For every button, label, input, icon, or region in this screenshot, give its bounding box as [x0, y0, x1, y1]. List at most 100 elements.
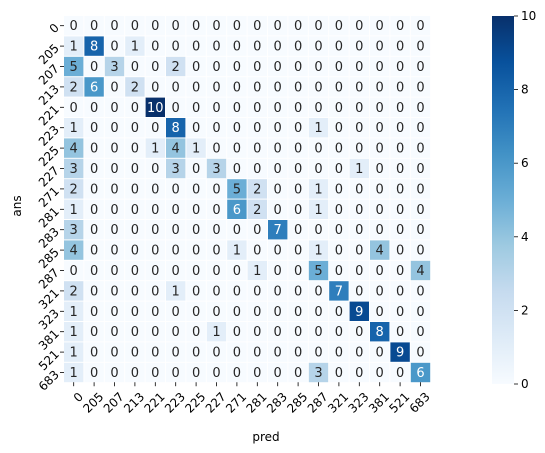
heatmap-cell: [308, 77, 329, 97]
heatmap-cell: [104, 260, 125, 281]
heatmap-cell-value: 0: [172, 264, 180, 279]
heatmap-cell: [308, 322, 329, 342]
heatmap-cell: [206, 281, 227, 301]
heatmap-cell-value: 0: [376, 305, 384, 320]
heatmap-cell-value: 0: [110, 142, 118, 157]
heatmap-cell-value: 0: [335, 80, 343, 95]
heatmap-cell: [329, 36, 349, 56]
heatmap-cell-value: 0: [90, 19, 98, 34]
heatmap-cell: [349, 199, 369, 219]
heatmap-cell-value: 0: [151, 305, 159, 320]
heatmap-cell-value: 3: [172, 162, 180, 177]
heatmap-cell: [227, 301, 247, 321]
heatmap-cell-value: 0: [294, 60, 302, 75]
heatmap-cell-value: 0: [212, 264, 220, 279]
heatmap-cell: [390, 342, 410, 362]
heatmap-cell-value: 0: [131, 162, 139, 177]
heatmap-cell-value: 0: [396, 142, 404, 157]
heatmap-cell-value: 1: [253, 264, 261, 279]
heatmap-cell-value: 0: [233, 60, 241, 75]
heatmap-cell: [186, 179, 206, 199]
heatmap-cell-value: 0: [110, 305, 118, 320]
heatmap-cell: [186, 260, 206, 281]
heatmap-cell-value: 0: [131, 325, 139, 340]
heatmap-cell: [410, 322, 431, 342]
heatmap-cell: [104, 77, 125, 97]
heatmap-cell: [370, 220, 390, 240]
heatmap-cell: [308, 220, 329, 240]
heatmap-cell-value: 0: [376, 121, 384, 136]
heatmap-cell-value: 0: [131, 142, 139, 157]
heatmap-cell-value: 8: [90, 40, 98, 55]
colorbar-tick-label: 0: [521, 377, 529, 391]
heatmap-cell-value: 0: [233, 40, 241, 55]
heatmap-cell: [84, 36, 104, 56]
heatmap-cell-value: 0: [355, 244, 363, 259]
heatmap-cell: [370, 199, 390, 219]
heatmap-cell-value: 0: [110, 203, 118, 218]
heatmap-cell-value: 0: [314, 142, 322, 157]
colorbar-tick-label: 10: [521, 9, 536, 23]
heatmap-cell: [247, 77, 267, 97]
heatmap-cell: [410, 260, 431, 281]
heatmap-cell: [308, 179, 329, 199]
heatmap-cell-value: 0: [151, 80, 159, 95]
heatmap-cell: [247, 56, 267, 77]
heatmap-cell: [268, 220, 288, 240]
heatmap-cell-value: 0: [110, 284, 118, 299]
heatmap-cell-value: 0: [151, 40, 159, 55]
heatmap-cell-value: 0: [355, 325, 363, 340]
heatmap-cell: [308, 56, 329, 77]
heatmap-cell: [145, 158, 165, 179]
heatmap-cell: [166, 220, 186, 240]
heatmap-cell: [186, 77, 206, 97]
heatmap-cell-value: 0: [172, 325, 180, 340]
heatmap-cell: [370, 97, 390, 117]
x-axis-ticks: 0205207213221223225227271281283285287321…: [71, 382, 433, 416]
heatmap-cell: [288, 179, 308, 199]
heatmap-cell: [227, 77, 247, 97]
heatmap-cell: [145, 16, 165, 36]
heatmap-cell-value: 0: [335, 40, 343, 55]
heatmap-cell-value: 0: [131, 264, 139, 279]
heatmap-cell: [247, 199, 267, 219]
heatmap-cell: [145, 220, 165, 240]
heatmap-cell: [206, 77, 227, 97]
heatmap-cell-value: 0: [294, 142, 302, 157]
heatmap-cell-value: 4: [416, 264, 424, 279]
heatmap-cell-value: 0: [416, 101, 424, 116]
heatmap-cell: [349, 16, 369, 36]
heatmap-cell: [390, 158, 410, 179]
heatmap-cell-value: 0: [192, 366, 200, 381]
heatmap-cell: [206, 36, 227, 56]
heatmap-cell: [268, 118, 288, 138]
heatmap-cell-value: 7: [274, 223, 282, 238]
heatmap-cell-value: 0: [396, 182, 404, 197]
heatmap-cell-value: 0: [192, 203, 200, 218]
heatmap-cell-value: 0: [253, 305, 261, 320]
heatmap-cell-value: 0: [314, 325, 322, 340]
heatmap-cell: [288, 158, 308, 179]
heatmap-cell: [64, 281, 84, 301]
heatmap-cell: [125, 260, 145, 281]
heatmap-cell-value: 0: [233, 366, 241, 381]
heatmap-cell-value: 1: [192, 142, 200, 157]
heatmap-cell-value: 0: [151, 162, 159, 177]
heatmap-cell: [186, 301, 206, 321]
heatmap-cell-value: 0: [355, 203, 363, 218]
heatmap-cell-value: 1: [314, 121, 322, 136]
heatmap-cell: [125, 281, 145, 301]
heatmap-cell-value: 0: [212, 142, 220, 157]
heatmap-cell: [410, 240, 431, 260]
heatmap-cell: [308, 138, 329, 158]
heatmap-cell-value: 0: [253, 325, 261, 340]
heatmap-cell-value: 0: [90, 366, 98, 381]
heatmap-cell: [145, 36, 165, 56]
heatmap-cell-value: 0: [335, 162, 343, 177]
heatmap-cell-value: 7: [335, 284, 343, 299]
heatmap-cell: [370, 36, 390, 56]
heatmap-cell-value: 0: [192, 305, 200, 320]
heatmap-cell-value: 0: [376, 284, 384, 299]
heatmap-cell-value: 0: [253, 346, 261, 361]
heatmap-cell: [268, 199, 288, 219]
